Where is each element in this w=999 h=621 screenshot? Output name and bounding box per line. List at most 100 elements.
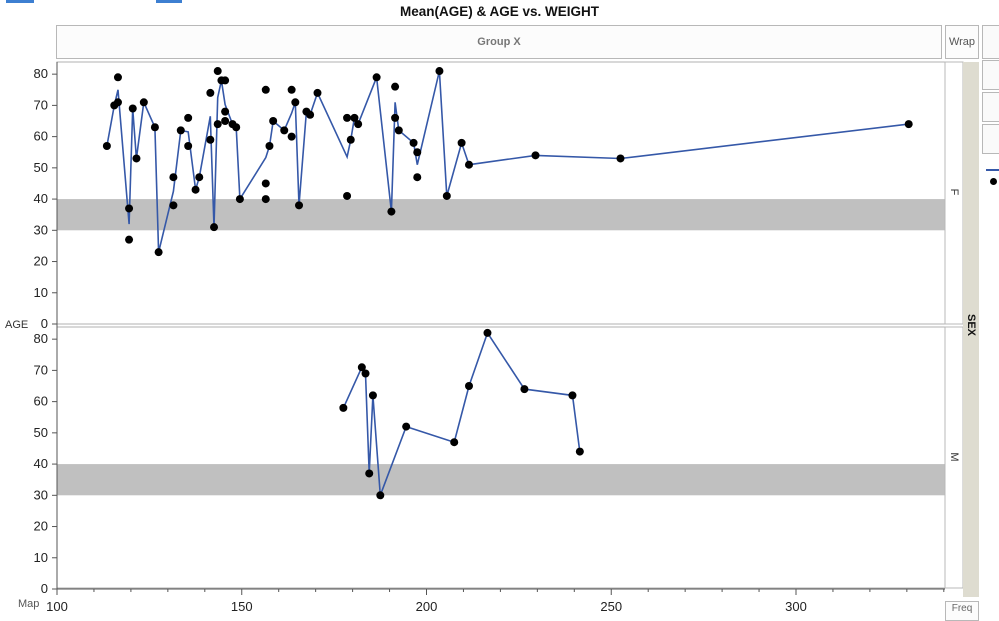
data-point xyxy=(450,438,459,447)
data-point xyxy=(291,98,300,107)
data-point xyxy=(102,141,111,150)
data-point xyxy=(346,135,355,144)
y-tick-label: 10 xyxy=(34,550,48,565)
data-point xyxy=(195,173,204,182)
data-point xyxy=(413,173,422,182)
y-tick-label: 0 xyxy=(41,316,48,331)
data-point xyxy=(306,110,315,119)
data-point xyxy=(210,223,219,232)
data-point xyxy=(221,117,230,126)
data-point xyxy=(169,173,178,182)
data-point xyxy=(368,391,377,400)
data-point xyxy=(280,126,289,135)
data-point xyxy=(113,98,122,107)
freq-drop-zone[interactable]: Freq xyxy=(945,601,979,621)
data-point xyxy=(343,191,352,200)
data-point xyxy=(287,132,296,141)
data-point xyxy=(413,148,422,157)
data-point xyxy=(442,191,451,200)
data-point xyxy=(287,85,296,94)
group-x-drop-zone[interactable]: Group X xyxy=(56,25,942,59)
data-point xyxy=(132,154,141,163)
data-point xyxy=(361,369,370,378)
data-point xyxy=(568,391,577,400)
data-point xyxy=(269,117,278,126)
y-tick-label: 0 xyxy=(41,581,48,596)
data-point xyxy=(169,201,178,210)
side-zone-1[interactable] xyxy=(982,25,999,59)
panel-frame xyxy=(56,326,946,589)
x-tick-label: 150 xyxy=(231,599,253,613)
data-point xyxy=(394,126,403,135)
data-point xyxy=(354,120,363,129)
side-zone-3[interactable] xyxy=(982,92,999,122)
chart-title: Mean(AGE) & AGE vs. WEIGHT xyxy=(399,4,600,19)
data-point xyxy=(464,382,473,391)
y-tick-label: 40 xyxy=(34,456,48,471)
data-point xyxy=(232,123,241,132)
data-point xyxy=(113,73,122,82)
x-tick-label: 100 xyxy=(46,599,68,613)
data-point xyxy=(206,135,215,144)
y-tick-label: 10 xyxy=(34,285,48,300)
data-point xyxy=(221,76,230,85)
y-tick-label: 80 xyxy=(34,66,48,81)
reference-band xyxy=(57,199,945,231)
data-point xyxy=(365,469,374,478)
data-point xyxy=(531,151,540,160)
y-tick-label: 50 xyxy=(34,425,48,440)
data-point xyxy=(184,113,193,122)
map-drop-zone[interactable]: Map xyxy=(18,598,40,610)
data-point xyxy=(575,447,584,456)
tab-marker-left[interactable] xyxy=(6,0,34,3)
data-point xyxy=(402,422,411,431)
data-point xyxy=(387,207,396,216)
wrap-drop-zone[interactable]: Wrap xyxy=(945,25,979,59)
data-point xyxy=(221,107,230,116)
x-tick-label: 300 xyxy=(785,599,807,613)
y-tick-label: 40 xyxy=(34,191,48,206)
y-tick-label: 60 xyxy=(34,394,48,409)
panel-frame xyxy=(56,61,946,325)
data-point xyxy=(391,113,400,122)
data-point xyxy=(295,201,304,210)
data-point xyxy=(154,248,163,257)
data-point xyxy=(313,88,322,97)
data-point xyxy=(616,154,625,163)
data-point xyxy=(261,179,270,188)
data-point xyxy=(265,141,274,150)
data-point xyxy=(464,160,473,169)
data-point xyxy=(409,138,418,147)
y-tick-label: 30 xyxy=(34,222,48,237)
data-point xyxy=(125,235,134,244)
data-point xyxy=(904,120,913,129)
y-tick-label: 60 xyxy=(34,129,48,144)
y-tick-label: 80 xyxy=(34,331,48,346)
data-point xyxy=(483,328,492,337)
y-tick-label: 20 xyxy=(34,254,48,269)
y-tick-label: 20 xyxy=(34,519,48,534)
x-tick-label: 250 xyxy=(600,599,622,613)
x-tick-label: 200 xyxy=(416,599,438,613)
data-point xyxy=(350,113,359,122)
y-tick-label: 70 xyxy=(34,362,48,377)
data-point xyxy=(391,82,400,91)
data-point xyxy=(520,385,529,394)
data-point xyxy=(457,138,466,147)
data-point xyxy=(184,141,193,150)
data-point xyxy=(376,491,385,500)
reference-band xyxy=(57,464,945,496)
data-point xyxy=(206,88,215,97)
group-y-strip xyxy=(963,62,979,597)
legend-line-swatch xyxy=(986,169,999,171)
data-point xyxy=(435,67,444,76)
side-zone-2[interactable] xyxy=(982,60,999,90)
data-point xyxy=(128,104,137,113)
data-point xyxy=(139,98,148,107)
data-point xyxy=(176,126,185,135)
data-point xyxy=(235,195,244,204)
group-label-m: M xyxy=(948,452,960,461)
tab-marker-right[interactable] xyxy=(156,0,182,3)
group-label-f: F xyxy=(948,189,960,196)
side-zone-4[interactable] xyxy=(982,124,999,154)
